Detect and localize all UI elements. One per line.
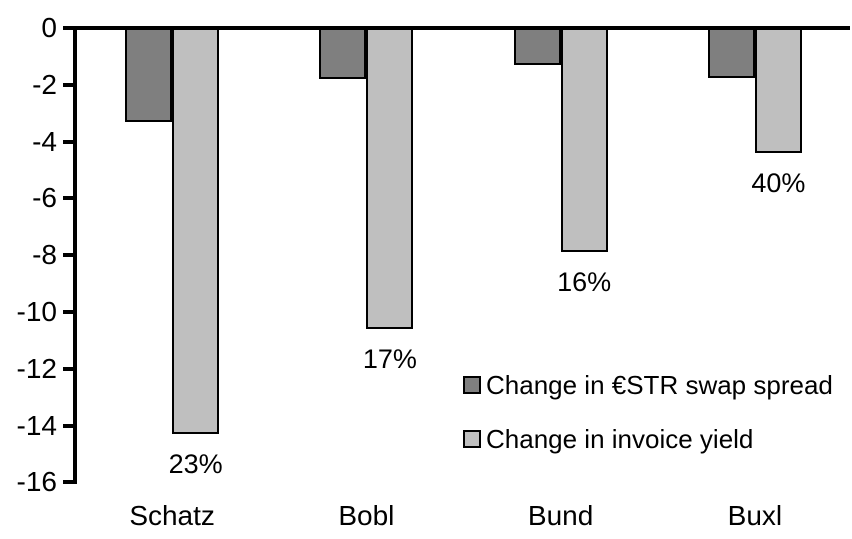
bar-buxl-swap-spread [707, 28, 755, 78]
y-axis-tick [63, 366, 77, 371]
legend-swatch-invoice-yield [463, 430, 481, 448]
y-axis-tick-label: -4 [32, 125, 57, 157]
y-axis-tick [63, 253, 77, 258]
y-axis-tick [63, 82, 77, 87]
y-axis-tick-label: -14 [16, 409, 57, 441]
y-axis-tick [63, 196, 77, 201]
data-label: 16% [557, 267, 612, 298]
y-axis-tick-label: -10 [16, 296, 57, 327]
y-axis-tick [63, 139, 77, 144]
data-label: 40% [751, 167, 806, 198]
y-axis-line [73, 26, 77, 485]
y-axis-tick [63, 26, 77, 30]
bar-bobl-swap-spread [319, 28, 367, 80]
x-axis-label-schatz: Schatz [129, 500, 215, 531]
legend-item: Change in invoice yield [463, 425, 833, 453]
y-axis-tick [63, 480, 77, 485]
y-axis-tick [63, 423, 77, 428]
bar-bund-swap-spread [513, 28, 561, 65]
x-axis-label-bobl: Bobl [338, 500, 395, 531]
bar-bund-invoice-yield [560, 28, 608, 253]
y-axis-tick-label: -6 [32, 182, 57, 214]
bar-schatz-swap-spread [125, 28, 173, 122]
y-axis-tick [63, 310, 77, 314]
zero-baseline [73, 26, 850, 30]
bar-schatz-invoice-yield [172, 28, 220, 435]
x-axis-label-bund: Bund [527, 500, 594, 531]
y-axis-tick-label: 0 [41, 12, 57, 43]
legend-item: Change in €STR swap spread [463, 371, 833, 399]
data-label: 23% [168, 449, 223, 480]
bar-buxl-invoice-yield [754, 28, 802, 153]
legend-label: Change in invoice yield [486, 424, 754, 454]
legend-label: Change in €STR swap spread [486, 370, 833, 400]
legend: Change in €STR swap spread Change in invo… [463, 371, 833, 479]
x-axis-label-buxl: Buxl [727, 500, 783, 531]
legend-swatch-swap-spread [463, 376, 481, 394]
data-label: 17% [362, 344, 417, 375]
bar-bobl-invoice-yield [366, 28, 414, 330]
y-axis-tick-label: -8 [32, 239, 57, 271]
y-axis-tick-label: -2 [32, 68, 57, 100]
y-axis-tick-label: -16 [16, 466, 57, 498]
y-axis-tick-label: -12 [16, 352, 57, 384]
